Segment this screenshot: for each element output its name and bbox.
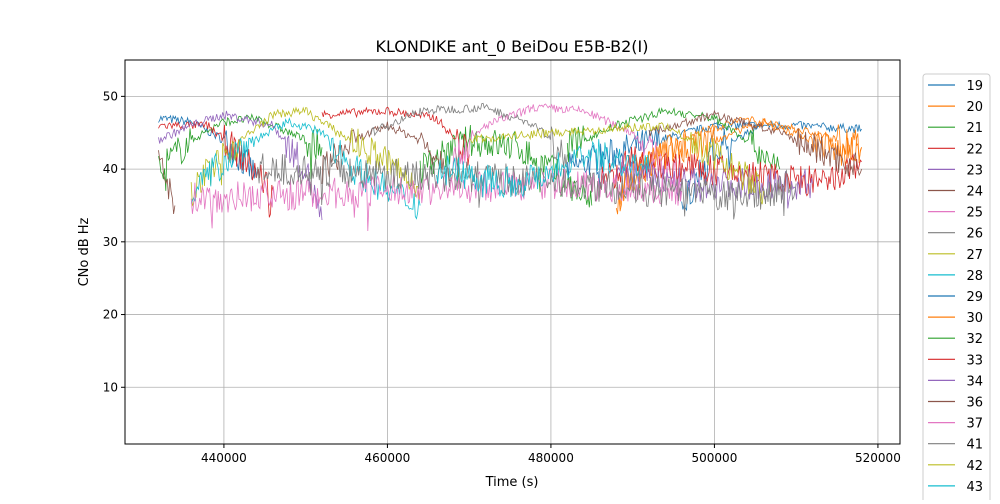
legend-label-41: 41 xyxy=(966,438,983,453)
legend-label-25: 25 xyxy=(966,206,983,221)
legend: 19 20 21 22 23 24 25 26 27 28 29 30 32 33 34 36 37 41 42 43… xyxy=(922,73,991,504)
legend-label-37: 37 xyxy=(966,417,983,432)
series-line-25 xyxy=(452,103,682,206)
y-axis: 10 20 30 40 50 xyxy=(103,89,125,394)
series-line-28 xyxy=(190,117,421,220)
legend-label-20: 20 xyxy=(966,100,983,115)
y-tick-label: 10 xyxy=(103,380,118,394)
legend-label-33: 33 xyxy=(966,353,983,368)
legend-label-21: 21 xyxy=(966,121,983,136)
series-line-43 xyxy=(436,139,650,199)
x-axis-label: Time (s) xyxy=(485,475,539,490)
series-line-24 xyxy=(158,150,176,215)
series-line-42 xyxy=(469,122,764,205)
series-line-27 xyxy=(190,106,421,207)
legend-label-27: 27 xyxy=(966,248,983,263)
y-tick-label: 20 xyxy=(103,308,118,322)
legend-label-22: 22 xyxy=(966,142,983,157)
legend-label-36: 36 xyxy=(966,396,983,411)
series-line-26 xyxy=(370,102,568,168)
legend-label-29: 29 xyxy=(966,290,983,305)
legend-label-24: 24 xyxy=(966,185,983,200)
series-line-23 xyxy=(158,110,323,221)
series-line-22 xyxy=(158,120,274,218)
x-tick-label: 460000 xyxy=(365,451,411,465)
legend-label-28: 28 xyxy=(966,269,983,284)
legend-frame xyxy=(922,73,991,504)
series-line-24 xyxy=(321,121,454,185)
y-tick-label: 50 xyxy=(103,89,118,103)
plot-frame xyxy=(124,59,901,445)
legend-label-23: 23 xyxy=(966,163,983,178)
legend-label-19: 19 xyxy=(966,79,983,94)
series-line-37 xyxy=(190,168,683,232)
series-line-36 xyxy=(648,109,862,177)
y-tick-label: 40 xyxy=(103,162,118,176)
series-line-41 xyxy=(256,153,797,220)
series-line-21 xyxy=(158,113,323,191)
y-tick-label: 30 xyxy=(103,235,118,249)
x-tick-label: 480000 xyxy=(528,451,574,465)
legend-label-30: 30 xyxy=(966,311,983,326)
x-axis: 440000 460000 480000 500000 520000 xyxy=(201,444,901,465)
legend-label-43: 43 xyxy=(966,480,983,495)
x-tick-label: 440000 xyxy=(201,451,247,465)
series-line-30 xyxy=(615,118,862,215)
legend-label-42: 42 xyxy=(966,459,983,474)
series-lines xyxy=(158,102,862,232)
chart-title: KLONDIKE ant_0 BeiDou E5B-B2(I) xyxy=(375,37,648,57)
legend-label-26: 26 xyxy=(966,227,983,242)
x-tick-label: 520000 xyxy=(855,451,901,465)
x-tick-label: 500000 xyxy=(692,451,738,465)
legend-label-32: 32 xyxy=(966,332,983,347)
series-line-22 xyxy=(321,106,470,166)
y-axis-label: CNo dB Hz xyxy=(77,217,92,286)
legend-label-34: 34 xyxy=(966,374,983,389)
series-line-19 xyxy=(566,120,862,190)
